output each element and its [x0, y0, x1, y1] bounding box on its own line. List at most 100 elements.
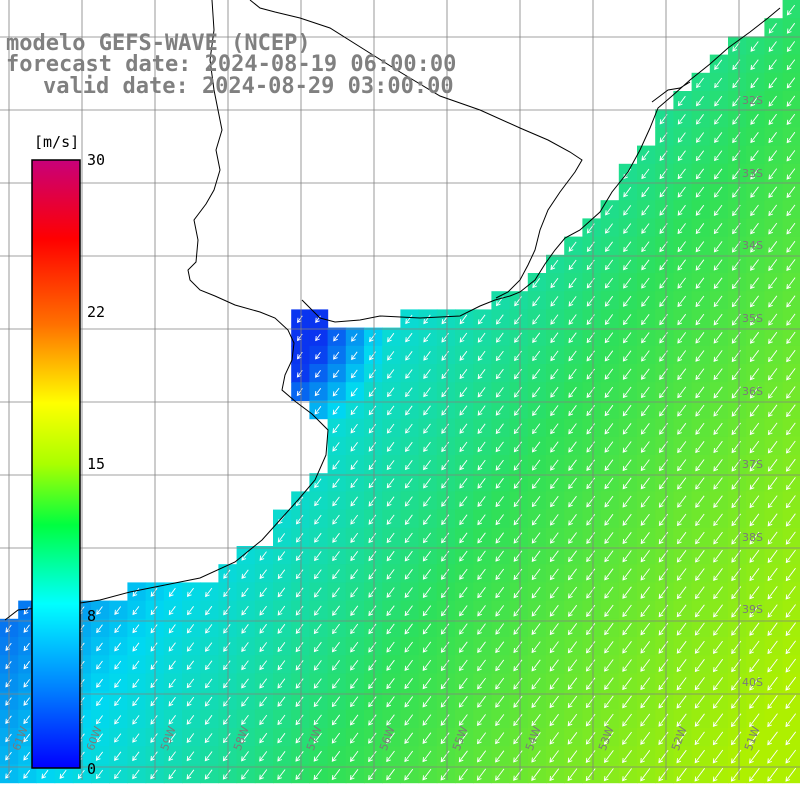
wind-arrow	[223, 624, 231, 634]
wind-arrow	[658, 586, 669, 599]
wind-arrow	[259, 769, 268, 780]
wind-arrow	[549, 695, 559, 709]
wind-cell	[746, 436, 765, 456]
wind-arrow	[386, 641, 395, 653]
wind-arrow	[495, 568, 505, 581]
wind-arrow	[96, 606, 103, 615]
wind-arrow	[386, 732, 395, 744]
wind-arrow	[749, 404, 760, 417]
wind-arrow	[550, 368, 559, 380]
wind-arrow	[713, 259, 723, 271]
wind-arrow	[77, 769, 85, 780]
wind-arrow	[422, 732, 432, 744]
wind-arrow	[314, 370, 321, 378]
wind-cell	[382, 418, 401, 438]
wind-arrow	[277, 678, 286, 689]
wind-arrow	[532, 387, 541, 398]
wind-arrow	[585, 677, 596, 690]
wind-arrow	[604, 532, 614, 544]
wind-arrow	[387, 351, 395, 361]
wind-arrow	[640, 404, 650, 417]
wind-arrow	[694, 768, 705, 782]
wind-arrow	[368, 569, 377, 580]
wind-arrows	[5, 4, 797, 782]
wind-arrow	[186, 587, 194, 597]
wind-arrow	[695, 277, 705, 289]
wind-arrow	[531, 714, 541, 727]
wind-cell	[600, 655, 620, 674]
wind-arrow	[513, 387, 522, 398]
wind-arrow	[96, 660, 103, 670]
wind-arrow	[532, 423, 541, 435]
wind-arrow	[477, 496, 486, 507]
wind-arrow	[568, 277, 577, 289]
wind-arrow	[277, 732, 286, 744]
wind-arrow	[694, 677, 705, 691]
wind-arrow	[241, 714, 249, 725]
wind-arrow	[713, 277, 723, 289]
wind-arrow	[241, 605, 249, 616]
wind-arrow	[767, 404, 778, 417]
wind-cell	[254, 618, 274, 638]
wind-arrow	[241, 733, 249, 744]
wind-arrow	[405, 351, 413, 361]
wind-arrow	[640, 659, 651, 672]
wind-arrow	[495, 586, 505, 599]
wind-arrow	[423, 387, 431, 398]
wind-arrow	[550, 259, 559, 271]
wind-arrow	[259, 605, 267, 616]
wind-arrow	[423, 460, 431, 471]
wind-arrow	[549, 532, 559, 544]
wind-arrow	[768, 222, 778, 235]
wind-arrow	[604, 350, 614, 362]
wind-arrow	[477, 314, 486, 325]
wind-arrow	[713, 223, 723, 235]
wind-arrow	[604, 314, 614, 325]
wind-arrow	[332, 587, 340, 598]
wind-arrow	[513, 441, 523, 453]
wind-arrow	[313, 750, 322, 762]
wind-arrow	[458, 659, 468, 672]
wind-arrow	[712, 713, 724, 727]
wind-arrow	[549, 550, 559, 563]
wind-arrow	[550, 459, 559, 471]
wind-arrow	[349, 732, 359, 744]
wind-arrow	[749, 531, 760, 545]
wind-arrow	[477, 568, 486, 580]
wind-cell	[564, 618, 583, 638]
wind-arrow	[549, 586, 559, 599]
wind-arrow	[441, 423, 450, 434]
wind-arrow	[404, 768, 414, 781]
wind-arrow	[750, 259, 759, 271]
wind-arrow	[749, 586, 760, 600]
wind-arrow	[604, 659, 614, 672]
wind-arrow	[441, 496, 450, 507]
wind-arrow	[750, 113, 759, 125]
wind-arrow	[531, 695, 541, 708]
wind-arrow	[786, 22, 796, 34]
wind-arrow	[441, 532, 450, 544]
wind-arrow	[640, 695, 651, 709]
wind-cell	[236, 637, 256, 656]
valid-date: valid date: 2024-08-29 03:00:00	[43, 74, 454, 99]
wind-arrow	[332, 460, 340, 470]
wind-arrow	[713, 404, 723, 417]
wind-arrow	[786, 277, 796, 290]
wind-arrow	[459, 350, 468, 361]
wind-arrow	[550, 423, 559, 435]
wind-arrow	[459, 478, 468, 489]
wind-arrow	[296, 333, 303, 342]
wind-arrow	[459, 332, 468, 343]
wind-cell	[728, 327, 747, 347]
wind-arrow	[695, 495, 705, 508]
wind-arrow	[405, 332, 413, 343]
wind-arrow	[350, 478, 358, 489]
wind-arrow	[476, 768, 487, 781]
wind-arrow	[313, 605, 322, 616]
wind-arrow	[477, 405, 486, 416]
wind-arrow	[623, 168, 632, 180]
wind-arrow	[641, 350, 650, 362]
wind-arrow	[386, 369, 395, 379]
wind-arrow	[241, 624, 249, 634]
wind-arrow	[712, 677, 724, 691]
